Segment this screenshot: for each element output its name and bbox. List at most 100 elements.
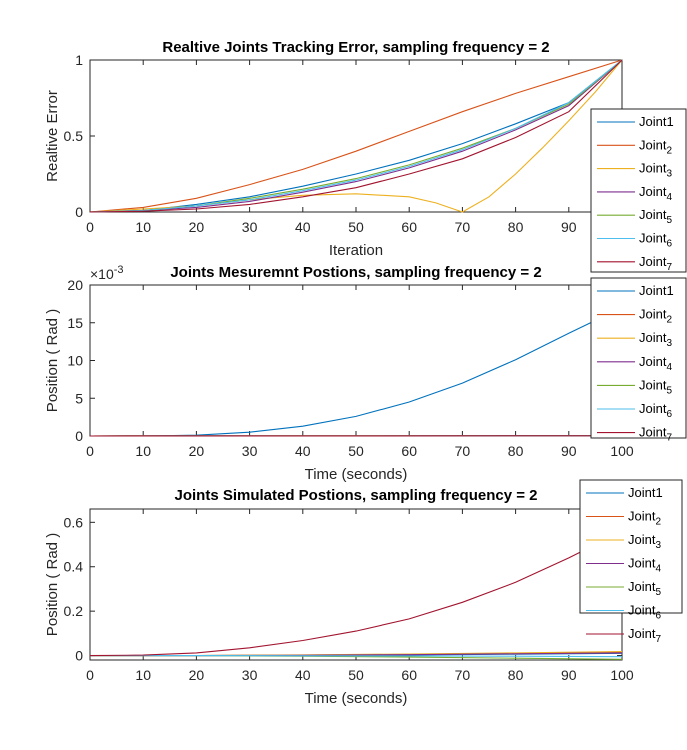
x-tick-label: 40 [295, 443, 311, 459]
legend-entry: Joint4 [639, 184, 672, 203]
legend-entry: Joint1 [639, 114, 674, 129]
x-tick-label: 40 [295, 667, 311, 683]
legend-subscript: 3 [666, 338, 672, 349]
legend-entry: Joint3 [639, 330, 672, 349]
x-tick-label: 20 [189, 667, 205, 683]
legend-subscript: 6 [666, 239, 672, 250]
y-exponent-power: -3 [114, 264, 124, 276]
x-tick-label: 10 [135, 443, 151, 459]
chart-panel-3: 0 10 20 30 40 50 60 70 80 90 100 0 0.2 0.4 0.6 Joints S… [44, 479, 683, 707]
chart-panel-2: 0 10 20 30 40 50 60 70 80 90 100 0 5 10 15 20 ×10-3 Joint… [44, 264, 687, 483]
legend-entry: Joint5 [639, 377, 672, 396]
legend-entry: Joint3 [628, 532, 661, 551]
y-axis-label: Position ( Rad ) [44, 309, 61, 412]
x-tick-label: 60 [401, 443, 417, 459]
legend-entry: Joint2 [628, 509, 661, 528]
x-tick-label: 20 [189, 443, 205, 459]
x-tick-label: 30 [242, 667, 258, 683]
legend: Joint1 Joint2 Joint3 Joint4 Joint5 Joint6 Join… [590, 108, 687, 273]
x-tick-label: 70 [455, 667, 471, 683]
legend-entry: Joint3 [639, 161, 672, 180]
legend-entry: Joint7 [639, 425, 672, 444]
legend-subscript: 4 [666, 362, 672, 373]
x-tick-label: 60 [401, 219, 417, 235]
legend-box [590, 277, 687, 439]
x-tick-label: 0 [86, 219, 94, 235]
x-tick-label: 10 [135, 667, 151, 683]
x-tick-label: 90 [561, 443, 577, 459]
x-tick-label: 100 [610, 667, 634, 683]
legend-subscript: 7 [655, 634, 661, 645]
x-axis-label: Time (seconds) [305, 690, 408, 707]
legend-subscript: 2 [655, 517, 661, 528]
x-tick-label: 90 [561, 219, 577, 235]
y-exponent-label: ×10-3 [90, 264, 124, 282]
y-tick-label: 0 [75, 648, 83, 664]
x-tick-label: 70 [455, 443, 471, 459]
x-tick-label: 80 [508, 443, 524, 459]
legend-entry: Joint2 [639, 137, 672, 156]
x-tick-label: 100 [610, 443, 634, 459]
x-tick-label: 80 [508, 667, 524, 683]
legend-subscript: 6 [655, 611, 661, 622]
x-tick-label: 0 [86, 667, 94, 683]
plot-area [89, 59, 623, 213]
y-tick-label: 0.5 [64, 128, 84, 144]
y-tick-label: 5 [75, 390, 83, 406]
y-tick-label: 0 [75, 428, 83, 444]
x-tick-label: 50 [348, 667, 364, 683]
legend: Joint1 Joint2 Joint3 Joint4 Joint5 Joint6 Join… [579, 479, 683, 645]
chart-panel-1: 0 10 20 30 40 50 60 70 80 90 0 0.5 1 Realtive Joints … [44, 39, 687, 273]
x-tick-label: 40 [295, 219, 311, 235]
legend-subscript: 6 [666, 409, 672, 420]
legend-subscript: 7 [666, 262, 672, 273]
y-tick-label: 0.2 [64, 603, 84, 619]
y-tick-label: 15 [67, 315, 83, 331]
legend-entry: Joint5 [639, 207, 672, 226]
legend-entry: Joint1 [639, 283, 674, 298]
series-joint7 [89, 59, 623, 213]
plot-area [89, 508, 623, 661]
legend-entry: Joint7 [639, 254, 672, 273]
legend-subscript: 4 [666, 192, 672, 203]
legend-subscript: 3 [655, 540, 661, 551]
legend-entry: Joint4 [628, 556, 661, 575]
y-tick-label: 0 [75, 204, 83, 220]
x-axis-label: Time (seconds) [305, 466, 408, 483]
x-tick-label: 60 [401, 667, 417, 683]
y-tick-label: 0.6 [64, 514, 84, 530]
y-axis-label: Realtive Error [44, 90, 61, 182]
x-tick-label: 10 [135, 219, 151, 235]
legend-subscript: 3 [666, 169, 672, 180]
plot-area [89, 284, 623, 437]
legend-entry: Joint6 [639, 401, 672, 420]
legend-subscript: 5 [655, 587, 661, 598]
series-joint5 [89, 59, 623, 213]
x-tick-label: 90 [561, 667, 577, 683]
series-joint3 [89, 59, 623, 213]
y-tick-label: 20 [67, 277, 83, 293]
x-tick-label: 50 [348, 219, 364, 235]
legend-subscript: 7 [666, 433, 672, 444]
legend-subscript: 2 [666, 315, 672, 326]
legend-subscript: 2 [666, 145, 672, 156]
y-tick-label: 0.4 [64, 559, 84, 575]
x-tick-label: 80 [508, 219, 524, 235]
legend-subscript: 5 [666, 385, 672, 396]
legend-entry: Joint6 [639, 231, 672, 250]
x-tick-label: 50 [348, 443, 364, 459]
legend-entry: Joint7 [628, 626, 661, 645]
legend: Joint1 Joint2 Joint3 Joint4 Joint5 Joint6 Join… [590, 277, 687, 444]
legend-entry: Joint4 [639, 354, 672, 373]
series-joint2 [89, 59, 623, 213]
chart-title: Realtive Joints Tracking Error, sampling… [162, 39, 549, 56]
series-joint1 [90, 307, 623, 437]
x-axis-label: Iteration [329, 242, 383, 259]
series-joint1 [89, 59, 623, 213]
chart-title: Joints Simulated Postions, sampling freq… [174, 487, 537, 504]
series-joint4 [89, 59, 623, 213]
legend-subscript: 5 [666, 215, 672, 226]
x-tick-label: 30 [242, 219, 258, 235]
x-tick-label: 30 [242, 443, 258, 459]
